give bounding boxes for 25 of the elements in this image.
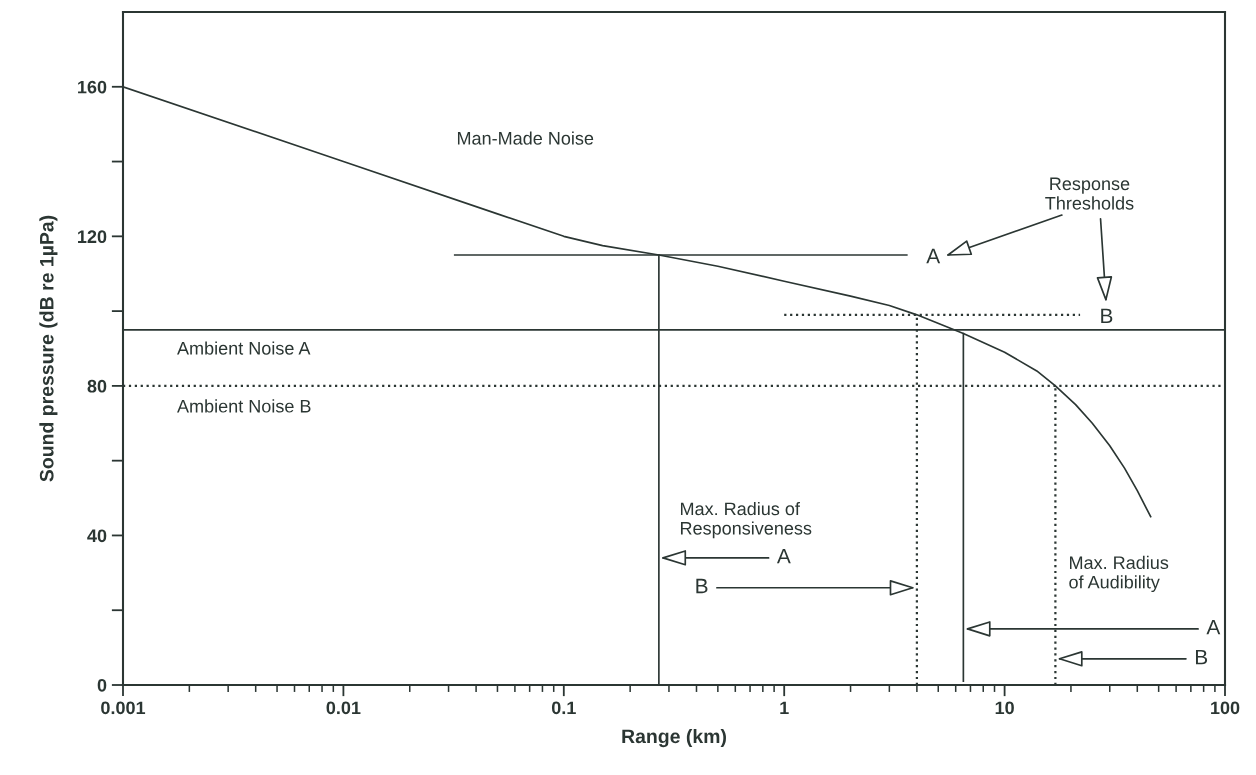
x-tick-label: 1 xyxy=(780,701,789,715)
x-tick-label: 100 xyxy=(1211,701,1240,715)
y-tick-label: 160 xyxy=(78,80,107,94)
x-axis-title: Range (km) xyxy=(622,728,726,748)
annotation: Max. Radius of Responsiveness xyxy=(680,501,812,539)
y-tick-label: 120 xyxy=(78,230,107,244)
annotation: B xyxy=(1101,308,1113,324)
y-axis-title: Sound pressure (dB re 1µPa) xyxy=(39,215,58,482)
x-tick-label: 10 xyxy=(995,701,1014,715)
annotation: B xyxy=(1195,649,1208,665)
y-tick-label: 80 xyxy=(87,379,107,393)
y-tick-label: 40 xyxy=(87,529,107,543)
x-tick-label: 0.001 xyxy=(101,701,146,715)
annotation: A xyxy=(926,248,941,264)
x-tick-label: 0.1 xyxy=(551,701,576,715)
y-tick-label: 0 xyxy=(97,678,107,692)
annotation: A xyxy=(1206,619,1221,635)
annotation: B xyxy=(696,578,708,594)
annotation: Response Thresholds xyxy=(1045,177,1134,210)
annotation: A xyxy=(776,548,791,564)
annotation: Max. Radius of Audibility xyxy=(1069,555,1169,593)
text: Man-Made Noise xyxy=(457,131,594,145)
series-label: Ambient Noise A xyxy=(177,341,311,355)
series-label: Ambient Noise B xyxy=(177,399,311,413)
x-tick-label: 0.01 xyxy=(326,701,361,715)
